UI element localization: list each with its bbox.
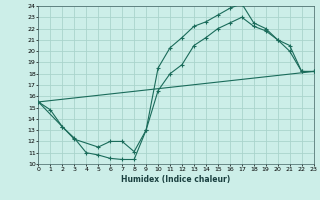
X-axis label: Humidex (Indice chaleur): Humidex (Indice chaleur)	[121, 175, 231, 184]
